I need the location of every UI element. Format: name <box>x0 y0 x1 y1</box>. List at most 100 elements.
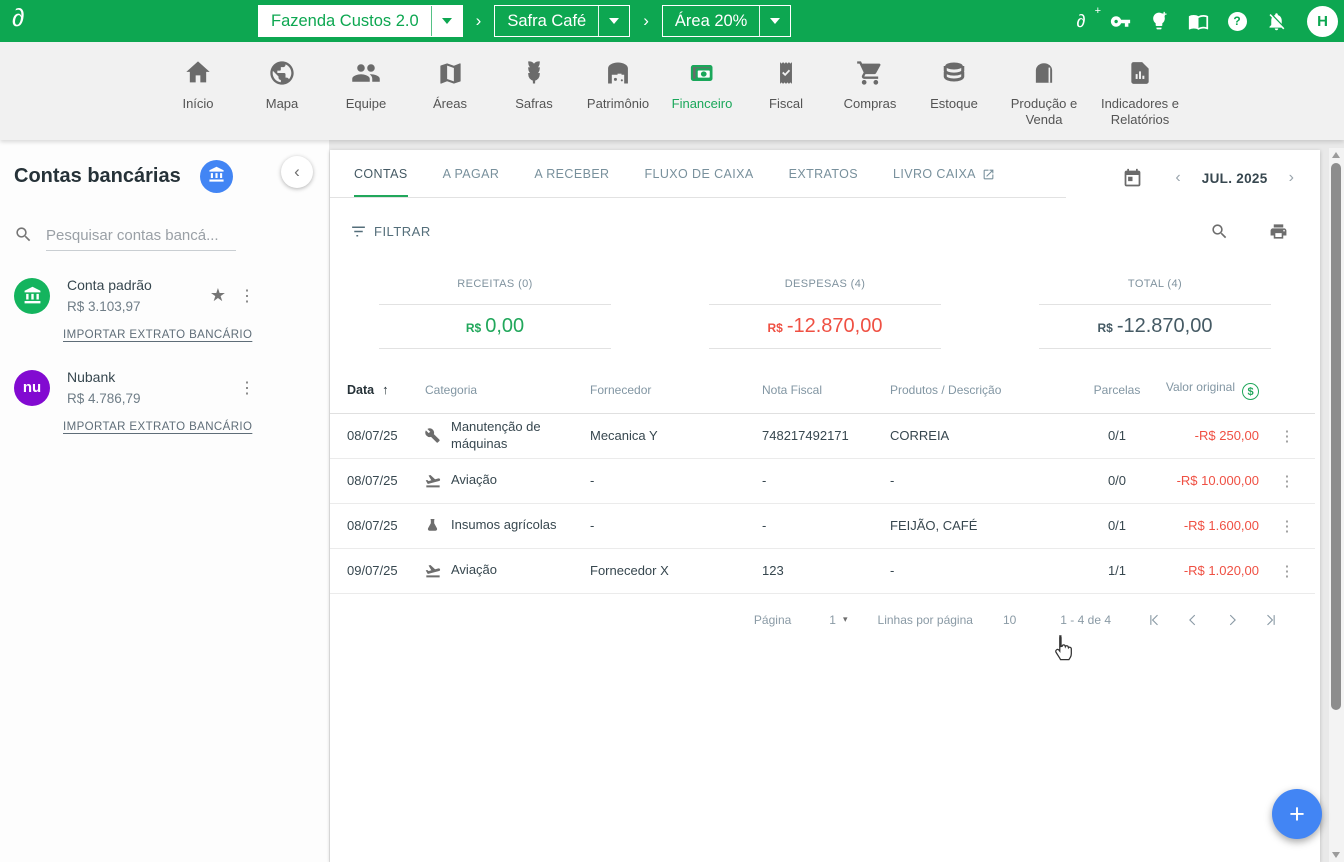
finance-card: CONTAS A PAGAR A RECEBER FLUXO DE CAIXA … <box>330 150 1320 862</box>
filter-button[interactable]: FILTRAR <box>350 223 431 240</box>
summary-despesas: DESPESAS (4) R$ -12.870,00 <box>660 278 990 349</box>
search-input[interactable] <box>46 223 236 251</box>
table-row[interactable]: 09/07/25 Aviação Fornecedor X 123 - 1/1 … <box>330 548 1315 594</box>
bank-plus-icon <box>208 166 225 188</box>
divider <box>759 6 761 36</box>
chevron-down-icon[interactable] <box>760 18 790 24</box>
chevron-left-icon: ‹ <box>294 162 300 181</box>
kebab-menu-icon[interactable]: ⋮ <box>1279 517 1295 535</box>
key-icon[interactable] <box>1108 9 1132 33</box>
nav-item-safras[interactable]: Safras <box>492 55 576 112</box>
rows-per-page-select[interactable]: 10 <box>1002 612 1017 627</box>
nav-item-producao-venda[interactable]: Produção e Venda <box>996 55 1092 127</box>
chevron-down-icon[interactable] <box>599 18 629 24</box>
row-products: - <box>890 458 1085 504</box>
row-supplier: Fornecedor X <box>590 548 762 594</box>
user-avatar[interactable]: H <box>1307 5 1338 37</box>
row-products: - <box>890 548 1085 594</box>
scrollbar-thumb[interactable] <box>1331 163 1341 710</box>
harvest-selector[interactable]: Safra Café <box>494 5 631 37</box>
row-installments: 1/1 <box>1085 548 1149 594</box>
kebab-menu-icon[interactable]: ⋮ <box>239 287 255 305</box>
nav-item-estoque[interactable]: Estoque <box>912 55 996 112</box>
summary: RECEITAS (0) R$ 0,00 DESPESAS (4) R$ -12.8… <box>330 264 1320 357</box>
add-bank-account-button[interactable] <box>199 160 233 193</box>
plane-takeoff-icon <box>425 473 451 489</box>
aegro-logo-icon[interactable]: ∂ <box>12 4 25 32</box>
search-icon[interactable] <box>1210 222 1229 241</box>
row-invoice: 748217492171 <box>762 413 890 459</box>
first-page-icon[interactable] <box>1147 613 1161 627</box>
account-balance: R$ 4.786,79 <box>67 391 141 406</box>
nav-item-inicio[interactable]: Início <box>156 55 240 112</box>
sort-asc-icon: ↑ <box>382 382 389 398</box>
chevron-down-icon[interactable] <box>432 18 462 24</box>
book-icon[interactable] <box>1186 9 1210 33</box>
row-category: Insumos agrícolas <box>451 517 557 533</box>
notifications-off-icon[interactable] <box>1264 9 1288 33</box>
import-statement-link[interactable]: IMPORTAR EXTRATO BANCÁRIO <box>63 421 253 433</box>
row-invoice: - <box>762 503 890 549</box>
next-page-icon[interactable] <box>1225 613 1239 627</box>
account-search <box>14 223 315 251</box>
lightbulb-plus-icon[interactable] <box>1147 9 1171 33</box>
row-invoice: 123 <box>762 548 890 594</box>
range-label: 1 - 4 de 4 <box>1060 612 1111 627</box>
nubank-avatar: nu <box>14 369 50 406</box>
kebab-menu-icon[interactable]: ⋮ <box>239 379 255 397</box>
table-row[interactable]: 08/07/25 Manutenção de máquinas Mecanica… <box>330 413 1315 459</box>
table-row[interactable]: 08/07/25 Aviação - - - 0/0 -R$ 10.000,00… <box>330 458 1315 504</box>
aegro-plus-icon[interactable]: ∂ + <box>1076 5 1101 31</box>
col-valor-original: Valor original $ <box>1149 367 1259 414</box>
page-scrollbar[interactable] <box>1329 148 1344 862</box>
nav-item-areas[interactable]: Áreas <box>408 55 492 112</box>
tab-livro-caixa[interactable]: LIVRO CAIXA <box>893 150 995 198</box>
nav-item-equipe[interactable]: Equipe <box>324 55 408 112</box>
previous-month-icon[interactable]: ‹ <box>1175 169 1181 186</box>
add-transaction-fab[interactable]: + <box>1272 789 1322 839</box>
tab-contas[interactable]: CONTAS <box>354 150 408 198</box>
help-icon[interactable]: ? <box>1225 9 1249 33</box>
row-installments: 0/1 <box>1085 413 1149 459</box>
transactions-table: Data ↑ Categoria Fornecedor Nota Fiscal P… <box>330 367 1315 594</box>
row-category: Aviação <box>451 472 498 488</box>
tab-a-pagar[interactable]: A PAGAR <box>442 167 500 181</box>
home-icon <box>184 55 212 91</box>
breadcrumb-chevron-icon: › <box>643 11 649 30</box>
calendar-icon[interactable] <box>1122 168 1143 189</box>
next-month-icon[interactable]: › <box>1288 169 1294 186</box>
main-nav: Início Mapa Equipe Áreas Safras Patrimôn… <box>0 42 1344 140</box>
row-products: FEIJÃO, CAFÉ <box>890 503 1085 549</box>
col-data[interactable]: Data ↑ <box>330 367 425 414</box>
table-row[interactable]: 08/07/25 Insumos agrícolas - - FEIJÃO, C… <box>330 503 1315 549</box>
tab-fluxo-de-caixa[interactable]: FLUXO DE CAIXA <box>644 167 754 181</box>
area-selector[interactable]: Área 20% <box>661 5 792 37</box>
print-icon[interactable] <box>1269 222 1288 241</box>
nav-item-financeiro[interactable]: Financeiro <box>660 55 744 112</box>
scroll-down-arrow[interactable] <box>1332 852 1340 858</box>
collapse-sidebar-button[interactable]: ‹ <box>281 156 313 188</box>
import-statement-link[interactable]: IMPORTAR EXTRATO BANCÁRIO <box>63 329 253 341</box>
previous-page-icon[interactable] <box>1186 613 1200 627</box>
nav-item-compras[interactable]: Compras <box>828 55 912 112</box>
page-select[interactable]: 1 ▾ <box>829 612 848 627</box>
nav-item-fiscal[interactable]: Fiscal <box>744 55 828 112</box>
main-area: CONTAS A PAGAR A RECEBER FLUXO DE CAIXA … <box>329 140 1344 862</box>
scroll-up-arrow[interactable] <box>1332 152 1340 158</box>
row-date: 08/07/25 <box>330 413 425 459</box>
kebab-menu-icon[interactable]: ⋮ <box>1279 427 1295 445</box>
last-page-icon[interactable] <box>1264 613 1278 627</box>
tab-extratos[interactable]: EXTRATOS <box>788 167 859 181</box>
nav-item-indicadores[interactable]: Indicadores e Relatórios <box>1092 55 1188 127</box>
tab-a-receber[interactable]: A RECEBER <box>534 167 610 181</box>
star-icon[interactable]: ★ <box>209 285 227 305</box>
row-value: -R$ 250,00 <box>1149 413 1259 459</box>
account-item[interactable]: nu Nubank R$ 4.786,79 ⋮ IMPORTAR EXTRATO… <box>0 343 329 435</box>
kebab-menu-icon[interactable]: ⋮ <box>1279 472 1295 490</box>
nav-item-patrimonio[interactable]: Patrimônio <box>576 55 660 112</box>
caret-down-icon: ▾ <box>842 614 848 624</box>
farm-selector[interactable]: Fazenda Custos 2.0 <box>258 5 463 37</box>
nav-item-mapa[interactable]: Mapa <box>240 55 324 112</box>
account-item[interactable]: Conta padrão R$ 3.103,97 ★ ⋮ IMPORTAR EX… <box>0 251 329 343</box>
kebab-menu-icon[interactable]: ⋮ <box>1279 562 1295 580</box>
